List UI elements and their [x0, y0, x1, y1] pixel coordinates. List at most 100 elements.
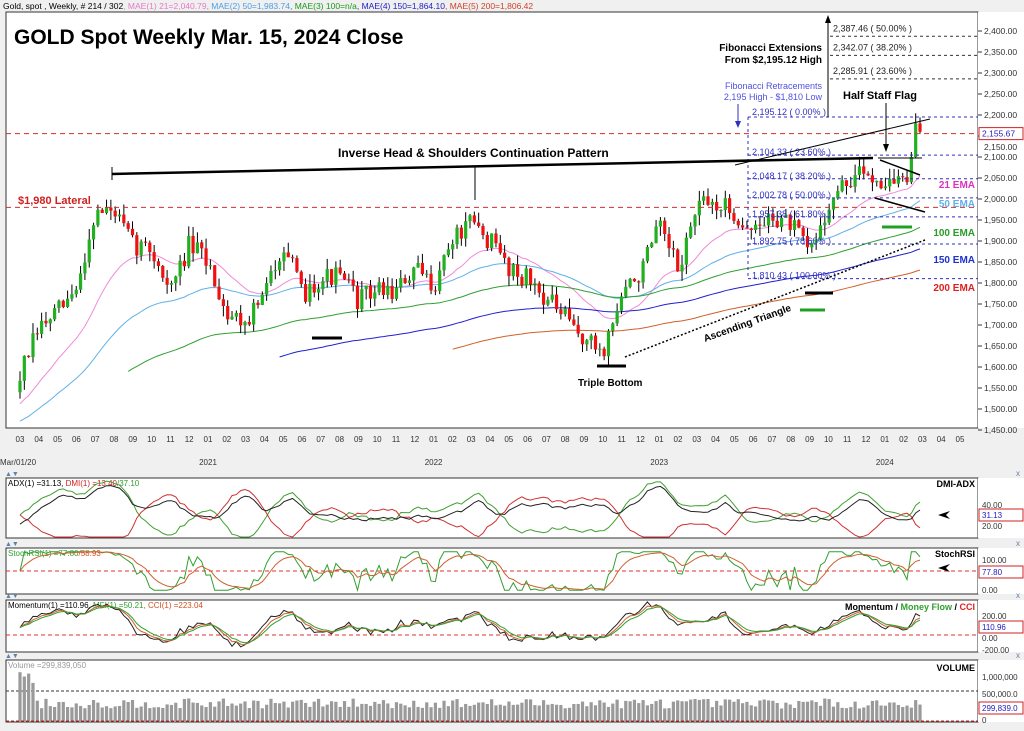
candle-body [420, 262, 425, 275]
candle-body [511, 264, 515, 277]
candle [429, 265, 433, 295]
candle-body [442, 255, 446, 271]
candle-body [187, 235, 191, 267]
momentum-tick: -200.00 [982, 646, 1010, 655]
x-tick-label: 07 [316, 435, 325, 444]
mae-legend: , MAE(4) 150=1,864.10 [357, 1, 445, 11]
candle [702, 190, 706, 206]
candle [857, 156, 862, 180]
candle-body [91, 225, 96, 240]
panel-close-icon[interactable]: x [1016, 469, 1020, 478]
momentum-tick: 0.00 [982, 634, 998, 643]
candle-body [481, 226, 485, 236]
stoch-value-box [978, 565, 1024, 579]
panel-resize-icon[interactable]: ▲▼ [5, 653, 19, 660]
volume-bar [567, 707, 572, 721]
panel-close-icon[interactable]: x [1016, 591, 1020, 600]
volume-bar [265, 704, 269, 721]
chart-header: Gold, spot , Weekly, # 214 / 302, MAE(1)… [3, 1, 533, 11]
panel-close-icon[interactable]: x [1016, 539, 1020, 548]
volume-bar [849, 707, 853, 721]
volume-title: VOLUME [936, 663, 975, 673]
volume-bar [758, 700, 762, 721]
candle-body [914, 123, 918, 157]
volume-bar [316, 698, 321, 721]
candle-body [792, 220, 797, 230]
ema-label: 200 EMA [933, 283, 975, 294]
candle-body [104, 207, 109, 213]
panel-close-icon[interactable]: x [1016, 651, 1020, 660]
y-tick-label: 2,150.00 [984, 142, 1017, 152]
volume-bar [702, 699, 706, 721]
candle [247, 315, 251, 327]
candle-body [451, 244, 455, 250]
volume-bar [853, 701, 857, 721]
symbol-info: Gold, spot , Weekly, # 214 / 302 [3, 1, 123, 11]
candle [580, 333, 585, 353]
candle-body [308, 283, 312, 302]
candle [351, 270, 355, 292]
candle [831, 197, 836, 220]
x-tick-label: 03 [918, 435, 927, 444]
candle-body [784, 214, 788, 218]
volume-bar [182, 699, 187, 721]
volume-bar [208, 702, 212, 721]
volume-bar [914, 700, 918, 721]
candle-body [805, 235, 810, 248]
panel-resize-icon[interactable]: ▲▼ [5, 593, 19, 600]
candle [31, 323, 35, 363]
x-tick-label: 02 [674, 435, 683, 444]
candle [619, 292, 624, 315]
mae-legend: , MAE(3) 100=n/a [290, 1, 357, 11]
candle [273, 260, 277, 280]
lateral-label: $1,980 Lateral [18, 195, 91, 207]
y-tick-label: 1,800.00 [984, 278, 1017, 288]
candle [152, 244, 156, 269]
panel-resize-icon[interactable]: ▲▼ [5, 541, 19, 548]
volume-bar [585, 706, 589, 721]
volume-bar [31, 682, 35, 721]
candle-body [667, 234, 671, 249]
candle [299, 270, 303, 288]
candle-body [18, 380, 22, 393]
candle [585, 338, 589, 351]
arrow-down-icon [735, 121, 741, 128]
mae-legend: , MAE(1) 21=2,040.79 [123, 1, 207, 11]
volume-bar [178, 708, 182, 721]
volume-bar [827, 698, 831, 721]
x-tick-label: 03 [16, 435, 25, 444]
x-tick-label: 10 [598, 435, 607, 444]
candle-body [425, 273, 429, 275]
volume-bar [152, 707, 156, 721]
candle-body [658, 220, 662, 227]
volume-bar [269, 698, 273, 721]
title-part: / [952, 602, 960, 612]
panel-resize-icon[interactable]: ▲▼ [5, 471, 19, 478]
volume-bar [641, 700, 645, 721]
volume-bar [78, 705, 83, 721]
candle-body [810, 242, 814, 248]
last-price: 2,155.67 [982, 129, 1015, 139]
volume-bar [879, 705, 883, 721]
volume-bar [619, 708, 624, 721]
candle [810, 242, 814, 253]
candle [329, 268, 334, 287]
candle-body [559, 309, 563, 315]
candle [22, 355, 26, 390]
candle-body [282, 252, 286, 262]
volume-bar [100, 707, 104, 721]
volume-bar [48, 706, 52, 721]
volume-bar [96, 702, 100, 721]
volume-bar [762, 699, 766, 721]
volume-legend: Volume =299,839,050 [8, 661, 87, 670]
candle [650, 241, 654, 249]
candle-body [572, 319, 576, 325]
candle-body [541, 292, 546, 305]
volume-bar [559, 705, 563, 721]
candle-body [321, 281, 325, 290]
candle-body [412, 267, 416, 281]
candle-body [191, 235, 195, 254]
candle [736, 218, 740, 229]
candle [91, 222, 96, 250]
candle [805, 228, 810, 254]
